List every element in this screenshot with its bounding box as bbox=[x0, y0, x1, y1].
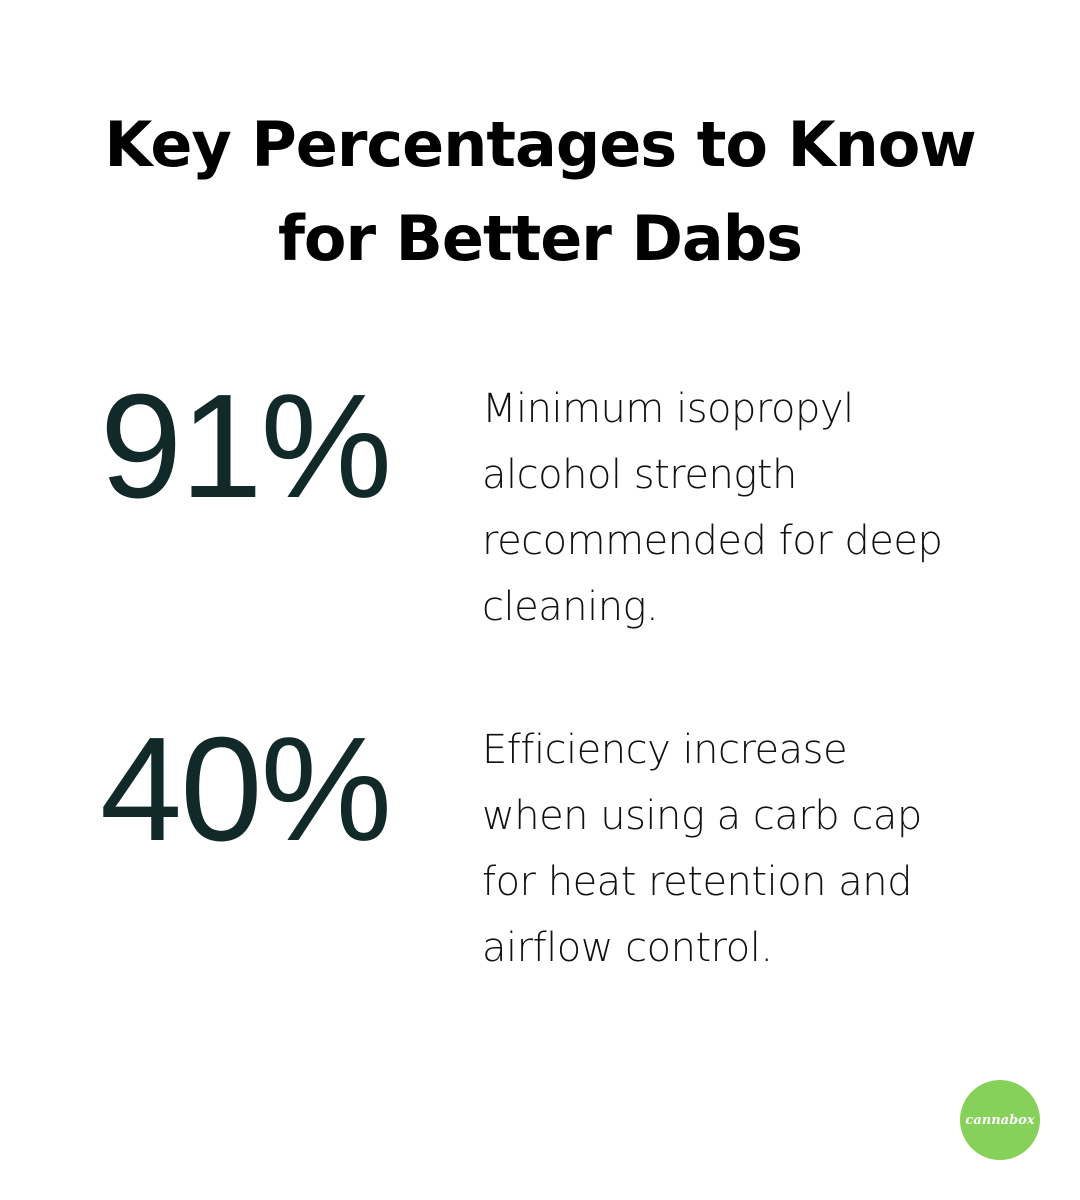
title-line-2: for Better Dabs bbox=[277, 202, 803, 275]
stat-value: 91% bbox=[99, 364, 392, 529]
stat-description-line: for heat retention and bbox=[482, 859, 913, 905]
stat-description-line: Minimum isopropyl bbox=[482, 386, 854, 432]
stat-description-line: Efficiency increase bbox=[482, 727, 848, 773]
page-title: Key Percentages to Know for Better Dabs bbox=[0, 98, 1080, 286]
stat-description-line: airflow control. bbox=[482, 925, 773, 971]
stat-description-line: recommended for deep bbox=[482, 518, 943, 564]
stat-description-line: when using a carb cap bbox=[482, 793, 922, 839]
stat-description-line: alcohol strength bbox=[482, 452, 797, 498]
stat-value: 40% bbox=[99, 707, 392, 872]
cannabox-logo: cannabox bbox=[960, 1080, 1040, 1160]
stat-description: Efficiency increase when using a carb ca… bbox=[482, 717, 1022, 981]
logo-text: cannabox bbox=[965, 1112, 1035, 1128]
title-line-1: Key Percentages to Know bbox=[104, 108, 976, 181]
stat-description: Minimum isopropyl alcohol strength recom… bbox=[482, 376, 1022, 640]
stat-description-line: cleaning. bbox=[482, 584, 659, 630]
